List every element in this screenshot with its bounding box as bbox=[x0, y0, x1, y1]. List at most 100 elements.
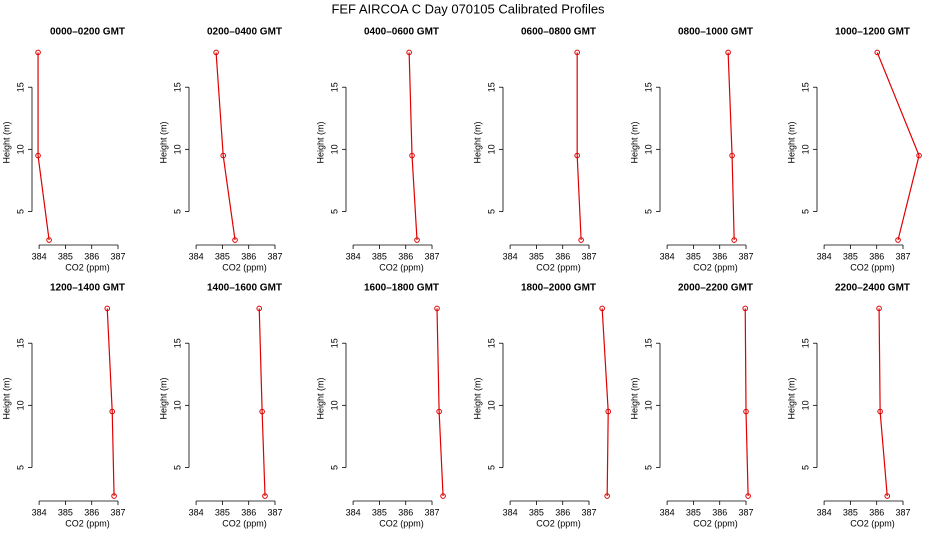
x-tick-label: 385 bbox=[686, 507, 701, 517]
x-tick-label: 385 bbox=[215, 251, 230, 261]
x-tick-label: 385 bbox=[843, 507, 858, 517]
x-tick-label: 385 bbox=[372, 507, 387, 517]
x-tick-label: 385 bbox=[686, 251, 701, 261]
x-axis-label: CO2 (ppm) bbox=[222, 518, 267, 528]
data-point bbox=[599, 305, 605, 312]
y-tick-label: 10 bbox=[172, 144, 182, 154]
data-point bbox=[35, 152, 41, 159]
y-axis-label: Height (m) bbox=[158, 377, 168, 419]
y-tick-label: 10 bbox=[15, 400, 25, 410]
panel-title: 0400–0600 GMT bbox=[364, 27, 439, 38]
panel-title: 1400–1600 GMT bbox=[207, 283, 282, 294]
y-axis-label: Height (m) bbox=[315, 121, 325, 163]
profile-line bbox=[106, 308, 115, 497]
y-tick-label: 5 bbox=[800, 465, 810, 470]
y-tick-label: 15 bbox=[172, 82, 182, 92]
data-point bbox=[729, 152, 735, 159]
data-point bbox=[406, 49, 412, 56]
data-point bbox=[605, 408, 612, 415]
data-point bbox=[232, 237, 238, 243]
y-tick-label: 15 bbox=[800, 338, 810, 348]
data-point bbox=[574, 49, 580, 56]
x-tick-label: 386 bbox=[712, 507, 727, 517]
x-tick-label: 385 bbox=[843, 251, 858, 261]
data-point bbox=[409, 152, 415, 159]
x-tick-label: 386 bbox=[555, 251, 570, 261]
y-tick-label: 15 bbox=[329, 338, 339, 348]
y-tick-label: 15 bbox=[15, 338, 25, 348]
y-tick-label: 10 bbox=[486, 400, 496, 410]
panel-title: 0000–0200 GMT bbox=[50, 27, 125, 38]
panel-title: 0800–1000 GMT bbox=[678, 27, 753, 38]
x-tick-label: 384 bbox=[32, 251, 47, 261]
data-point bbox=[731, 237, 737, 243]
panel-title: 1200–1400 GMT bbox=[50, 283, 125, 294]
x-tick-label: 387 bbox=[110, 507, 125, 517]
data-point bbox=[220, 152, 226, 159]
data-point bbox=[743, 408, 749, 415]
y-axis-label: Height (m) bbox=[158, 121, 168, 163]
data-point bbox=[440, 493, 446, 499]
y-axis-label: Height (m) bbox=[786, 121, 796, 163]
data-point bbox=[604, 493, 610, 499]
y-tick-label: 10 bbox=[172, 400, 182, 410]
data-point bbox=[578, 237, 584, 243]
data-point bbox=[259, 408, 265, 415]
panel-title: 0600–0800 GMT bbox=[521, 27, 596, 38]
y-tick-label: 10 bbox=[15, 144, 25, 154]
x-tick-label: 384 bbox=[346, 507, 361, 517]
y-axis-label: Height (m) bbox=[472, 377, 482, 419]
data-point bbox=[104, 305, 111, 312]
y-tick-label: 10 bbox=[329, 144, 339, 154]
data-point bbox=[414, 237, 420, 243]
profile-line bbox=[576, 52, 582, 241]
profile-line bbox=[601, 308, 609, 497]
x-tick-label: 387 bbox=[738, 507, 753, 517]
x-tick-label: 387 bbox=[424, 507, 439, 517]
x-tick-label: 387 bbox=[581, 507, 596, 517]
profile-line bbox=[408, 52, 418, 241]
y-tick-label: 5 bbox=[172, 465, 182, 470]
y-tick-label: 15 bbox=[15, 82, 25, 92]
x-tick-label: 386 bbox=[555, 507, 570, 517]
x-axis-label: CO2 (ppm) bbox=[536, 518, 581, 528]
profile-line bbox=[37, 52, 50, 241]
x-tick-label: 384 bbox=[817, 251, 832, 261]
panel-title: 1000–1200 GMT bbox=[835, 27, 910, 38]
y-tick-label: 5 bbox=[643, 465, 653, 470]
data-point bbox=[46, 237, 52, 243]
y-tick-label: 15 bbox=[800, 82, 810, 92]
profile-line bbox=[215, 52, 236, 241]
panel-title: 1800–2000 GMT bbox=[521, 283, 596, 294]
x-tick-label: 386 bbox=[712, 251, 727, 261]
data-point bbox=[434, 305, 440, 312]
data-point bbox=[745, 493, 751, 499]
x-tick-label: 386 bbox=[398, 251, 413, 261]
x-tick-label: 386 bbox=[869, 251, 884, 261]
x-axis-label: CO2 (ppm) bbox=[850, 518, 895, 528]
data-point bbox=[874, 49, 881, 56]
y-tick-label: 15 bbox=[486, 82, 496, 92]
x-tick-label: 386 bbox=[241, 507, 256, 517]
x-axis-label: CO2 (ppm) bbox=[693, 518, 738, 528]
panel-title: 1600–1800 GMT bbox=[364, 283, 439, 294]
y-tick-label: 5 bbox=[15, 465, 25, 470]
data-point bbox=[213, 49, 219, 56]
data-point bbox=[109, 408, 116, 415]
y-tick-label: 10 bbox=[643, 144, 653, 154]
y-tick-label: 5 bbox=[486, 209, 496, 214]
y-tick-label: 5 bbox=[800, 209, 810, 214]
profile-line bbox=[878, 308, 888, 497]
x-axis-label: CO2 (ppm) bbox=[850, 262, 895, 272]
x-tick-label: 386 bbox=[84, 507, 99, 517]
y-tick-label: 15 bbox=[172, 338, 182, 348]
data-point bbox=[916, 152, 922, 159]
x-tick-label: 385 bbox=[215, 507, 230, 517]
